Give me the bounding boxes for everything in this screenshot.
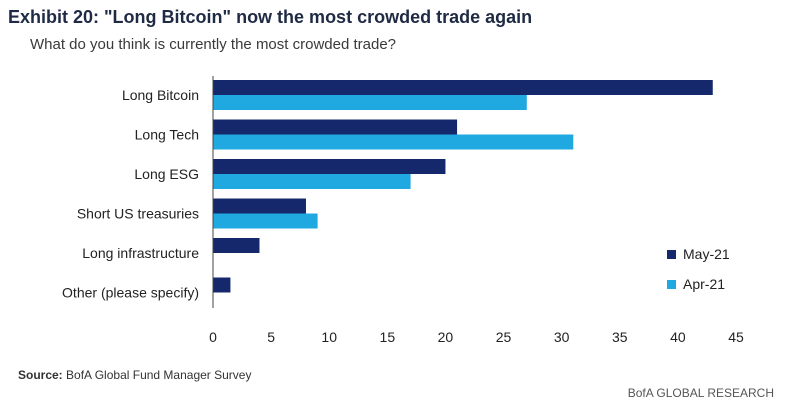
source-label: Source: (18, 368, 63, 382)
bar (213, 238, 260, 253)
x-tick-label: 25 (496, 329, 512, 345)
x-tick-label: 45 (728, 329, 744, 345)
bar (213, 174, 411, 189)
bar (213, 159, 446, 174)
category-label: Long infrastructure (82, 245, 199, 261)
bar (213, 213, 318, 229)
x-tick-label: 0 (209, 329, 217, 345)
brand-label: BofA GLOBAL RESEARCH (627, 386, 774, 400)
source-note: Source: BofA Global Fund Manager Survey (18, 368, 251, 382)
x-tick-label: 15 (380, 329, 396, 345)
bar (213, 95, 527, 110)
x-tick-label: 5 (267, 329, 275, 345)
x-tick-label: 10 (321, 329, 337, 345)
source-text: BofA Global Fund Manager Survey (66, 368, 252, 382)
bar-chart: Long Bitcoin Long Tech Long ESG Short US tr… (62, 76, 744, 345)
legend-label: May-21 (683, 246, 730, 262)
category-label: Other (please specify) (62, 285, 199, 301)
bar (213, 80, 713, 95)
x-tick-label: 40 (670, 329, 686, 345)
legend-swatch (667, 250, 676, 259)
category-label: Short US treasuries (77, 206, 199, 222)
bar (213, 134, 574, 150)
chart-title: Exhibit 20: "Long Bitcoin" now the most … (8, 7, 533, 27)
x-tick-label: 35 (612, 329, 628, 345)
legend-label: Apr-21 (683, 276, 725, 292)
category-label: Long Bitcoin (122, 87, 199, 103)
legend-swatch (667, 280, 676, 289)
chart-subtitle: What do you think is currently the most … (30, 36, 397, 53)
category-label: Long ESG (134, 166, 199, 182)
x-tick-label: 30 (554, 329, 570, 345)
x-tick-label: 20 (438, 329, 454, 345)
bar (213, 119, 458, 135)
category-label: Long Tech (135, 127, 199, 143)
bar (213, 277, 231, 293)
bar (213, 198, 306, 214)
